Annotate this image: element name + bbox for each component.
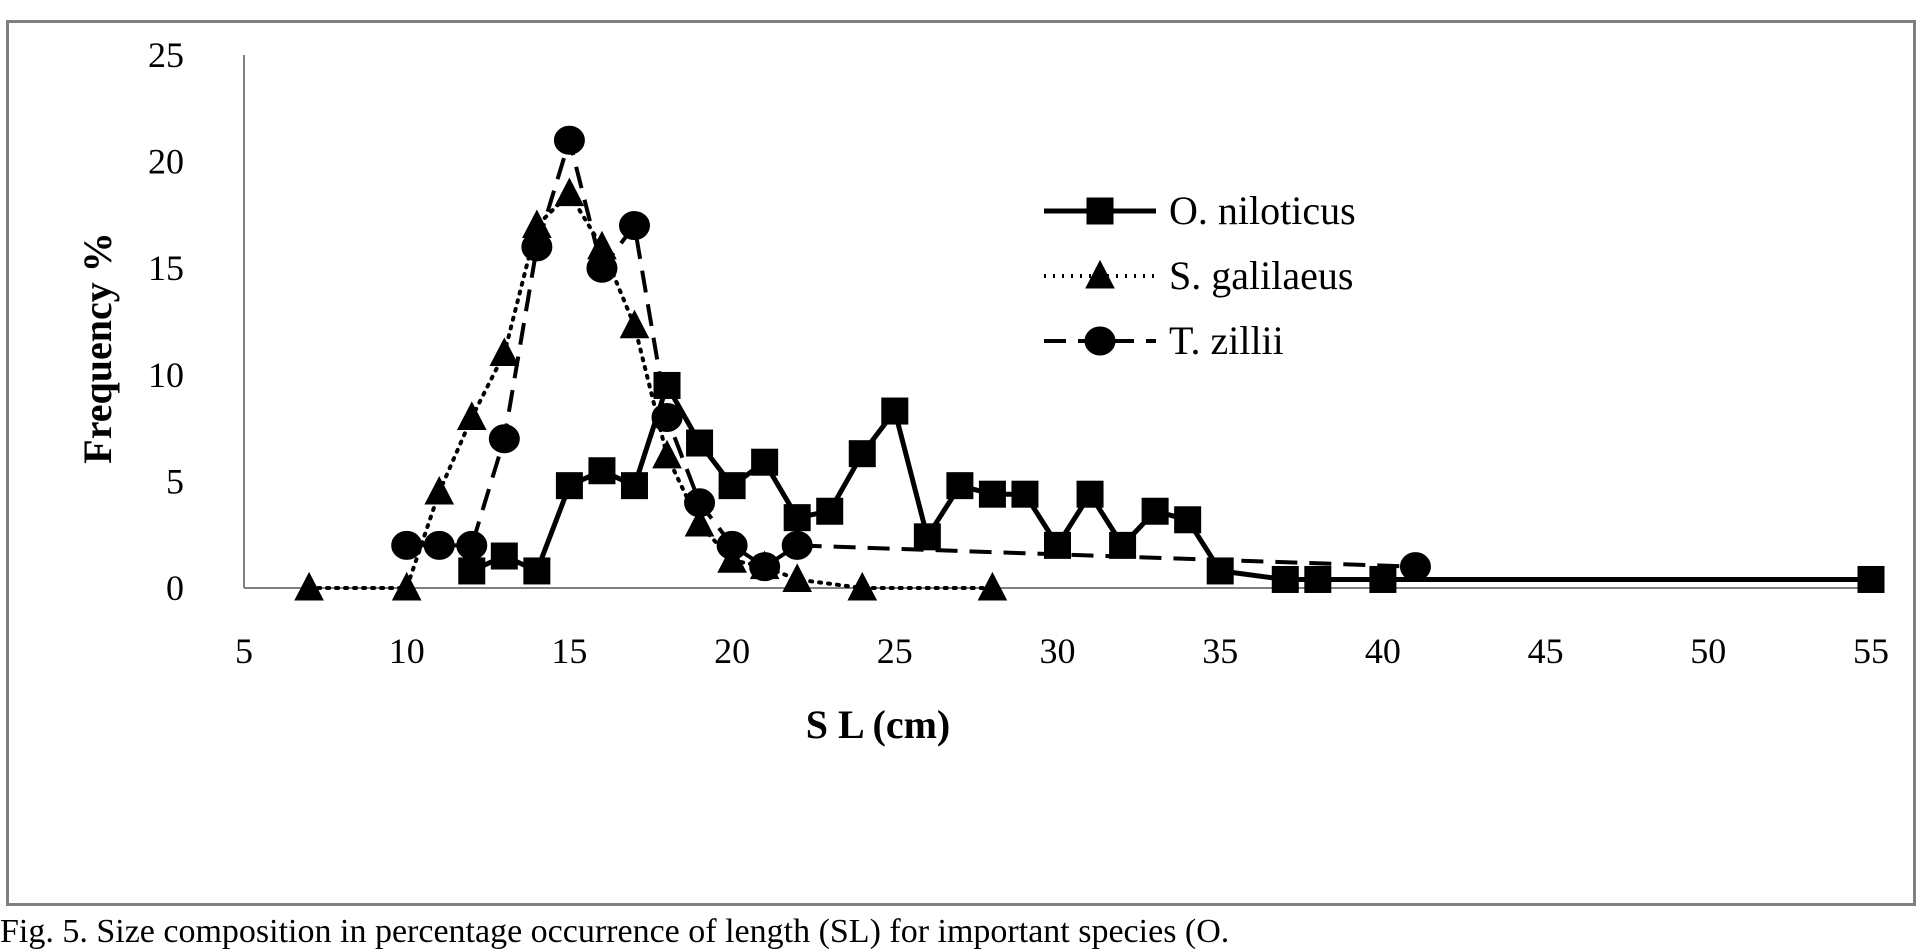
point-t-zillii-marker — [391, 530, 423, 560]
point-o-niloticus-marker — [783, 504, 811, 532]
point-o-niloticus-marker — [816, 497, 844, 525]
series-layer — [294, 125, 1885, 601]
point-s-galilaeus-marker — [554, 177, 585, 207]
point-t-zillii-marker — [521, 232, 553, 262]
point-s-galilaeus-marker — [782, 563, 813, 592]
point-t-zillii-marker — [749, 552, 781, 582]
x-tick-label: 5 — [235, 631, 253, 671]
point-t-zillii-marker — [651, 402, 683, 432]
point-s-galilaeus-marker — [847, 571, 878, 601]
x-tick-label: 45 — [1528, 631, 1564, 671]
point-o-niloticus-marker — [1076, 480, 1104, 508]
x-tick-label: 55 — [1853, 631, 1889, 671]
y-tick-label: 25 — [148, 35, 184, 75]
legend-s-galilaeus-marker — [1085, 259, 1115, 289]
point-s-galilaeus-marker — [652, 439, 682, 469]
y-tick-label: 20 — [148, 142, 184, 182]
x-tick-labels: 5 10 15 20 25 30 35 40 45 50 55 — [235, 631, 1889, 671]
point-t-zillii-marker — [716, 530, 748, 560]
legend-o-niloticus-marker — [1086, 197, 1114, 225]
point-o-niloticus-marker — [653, 371, 681, 399]
figure-caption: Fig. 5. Size composition in percentage o… — [0, 913, 1230, 949]
point-o-niloticus-marker — [620, 472, 648, 500]
axes — [243, 55, 1871, 589]
point-t-zillii-marker — [456, 530, 488, 560]
point-s-galilaeus-marker — [456, 401, 487, 430]
chart-frame: 5 10 15 20 25 30 35 40 45 50 55 0 5 10 15 20 25 S L (cm… — [6, 20, 1916, 906]
point-s-galilaeus-marker — [684, 507, 715, 537]
y-tick-labels: 0 5 10 15 20 25 — [148, 35, 184, 608]
legend-item-t-zillii: T. zillii — [1044, 318, 1284, 363]
point-s-galilaeus-marker — [391, 571, 422, 601]
legend-label-s-galilaeus: S. galilaeus — [1169, 253, 1353, 298]
y-tick-label: 15 — [148, 248, 184, 288]
legend-t-zillii-marker — [1084, 326, 1116, 356]
legend-label-t-zillii: T. zillii — [1169, 318, 1284, 363]
point-o-niloticus-marker — [490, 542, 518, 570]
point-o-niloticus-marker — [1271, 565, 1299, 593]
point-o-niloticus-marker — [1304, 565, 1332, 593]
point-t-zillii-marker — [423, 530, 455, 560]
point-o-niloticus-marker — [978, 480, 1006, 508]
y-tick-label: 0 — [166, 568, 184, 608]
x-tick-label: 25 — [877, 631, 913, 671]
y-tick-label: 10 — [148, 355, 184, 395]
point-o-niloticus-marker — [588, 457, 616, 485]
point-o-niloticus-marker — [1109, 531, 1137, 559]
series-line-o-niloticus — [470, 379, 1871, 582]
point-t-zillii-marker — [488, 424, 520, 454]
x-tick-label: 10 — [389, 631, 425, 671]
point-o-niloticus-marker — [1174, 506, 1202, 534]
point-o-niloticus-marker — [686, 429, 714, 457]
series-line-s-galilaeus — [307, 190, 995, 590]
point-s-galilaeus-marker — [294, 571, 324, 601]
series-o-niloticus — [458, 371, 1885, 593]
line-chart: 5 10 15 20 25 30 35 40 45 50 55 0 5 10 15 20 25 S L (cm… — [75, 35, 1889, 747]
point-s-galilaeus-marker — [489, 337, 520, 366]
point-o-niloticus-marker — [718, 472, 746, 500]
point-o-niloticus-marker — [1369, 565, 1397, 593]
point-o-niloticus-marker — [848, 440, 876, 468]
point-o-niloticus-marker — [1011, 480, 1039, 508]
point-o-niloticus-marker — [913, 523, 941, 551]
y-axis-title: Frequency % — [75, 232, 120, 463]
series-t-zillii — [391, 125, 1431, 582]
x-tick-label: 30 — [1040, 631, 1076, 671]
x-tick-label: 40 — [1365, 631, 1401, 671]
point-s-galilaeus-marker — [977, 571, 1008, 601]
legend-label-o-niloticus: O. niloticus — [1169, 188, 1356, 233]
point-o-niloticus-marker — [1857, 565, 1885, 593]
y-tick-label: 5 — [166, 461, 184, 501]
point-o-niloticus-marker — [1206, 557, 1234, 585]
point-o-niloticus-marker — [881, 397, 909, 425]
point-o-niloticus-marker — [946, 472, 974, 500]
point-t-zillii-marker — [781, 530, 813, 560]
legend-item-o-niloticus: O. niloticus — [1044, 188, 1356, 233]
x-tick-label: 35 — [1202, 631, 1238, 671]
x-tick-label: 50 — [1690, 631, 1726, 671]
point-t-zillii-marker — [618, 211, 650, 241]
point-o-niloticus-marker — [555, 472, 583, 500]
point-s-galilaeus-marker — [619, 309, 650, 339]
point-t-zillii-marker — [586, 253, 618, 283]
x-tick-label: 20 — [714, 631, 750, 671]
point-o-niloticus-marker — [1141, 497, 1169, 525]
x-axis-title: S L (cm) — [806, 702, 950, 747]
point-t-zillii-marker — [684, 488, 716, 518]
point-t-zillii-marker — [553, 125, 585, 155]
legend: O. niloticus S. galilaeus T. zillii — [1044, 188, 1356, 363]
x-tick-label: 15 — [551, 631, 587, 671]
point-t-zillii-marker — [1399, 552, 1431, 582]
point-o-niloticus-marker — [458, 557, 486, 585]
point-o-niloticus-marker — [523, 557, 551, 585]
point-s-galilaeus-marker — [424, 475, 455, 505]
point-o-niloticus-marker — [751, 448, 779, 476]
legend-item-s-galilaeus: S. galilaeus — [1044, 253, 1353, 298]
